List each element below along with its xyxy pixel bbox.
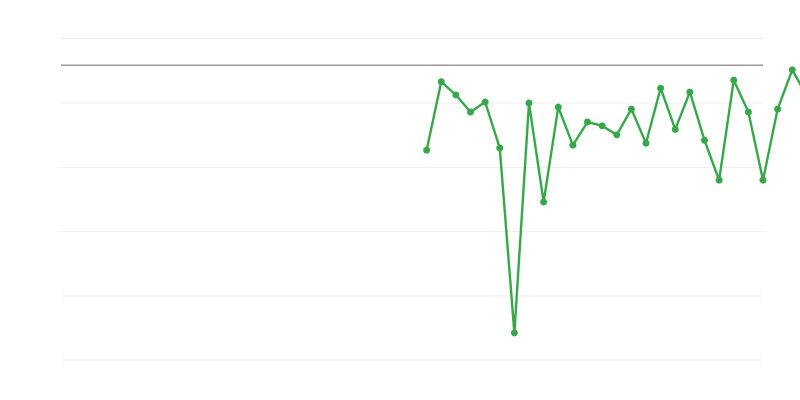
data-point-marker[interactable] <box>467 108 474 116</box>
data-point-marker[interactable] <box>569 141 577 149</box>
data-point-marker[interactable] <box>715 176 723 184</box>
data-point-marker[interactable] <box>423 146 431 154</box>
data-point-marker[interactable] <box>437 78 445 86</box>
data-point-marker[interactable] <box>657 84 665 92</box>
data-point-marker[interactable] <box>481 98 489 106</box>
data-point-marker[interactable] <box>642 139 650 147</box>
series-line-series-1 <box>425 68 800 335</box>
data-point-marker[interactable] <box>627 105 635 113</box>
data-point-marker[interactable] <box>730 76 738 84</box>
data-point-marker[interactable] <box>452 91 460 99</box>
data-point-marker[interactable] <box>598 122 606 130</box>
data-point-marker[interactable] <box>510 329 518 337</box>
data-point-marker[interactable] <box>759 176 767 184</box>
data-point-marker[interactable] <box>744 108 752 116</box>
data-point-marker[interactable] <box>496 144 504 152</box>
grid-lines <box>61 38 763 361</box>
data-point-marker[interactable] <box>788 66 796 74</box>
data-point-marker[interactable] <box>701 136 708 144</box>
data-point-marker[interactable] <box>584 118 591 126</box>
data-point-markers <box>423 66 796 337</box>
data-series-group <box>425 68 800 335</box>
data-point-marker[interactable] <box>540 198 548 206</box>
data-point-marker[interactable] <box>774 105 782 113</box>
data-point-marker[interactable] <box>554 103 562 111</box>
data-point-marker[interactable] <box>671 125 679 133</box>
data-point-marker[interactable] <box>613 131 621 139</box>
data-point-marker[interactable] <box>525 99 533 107</box>
data-point-marker[interactable] <box>686 88 694 96</box>
